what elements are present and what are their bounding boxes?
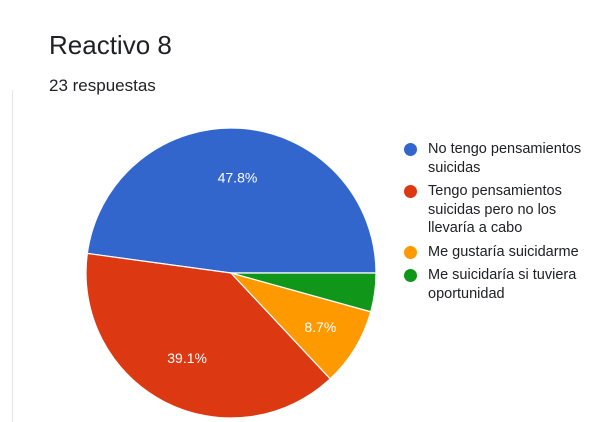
legend-label-3: Me gustaría suicidarme — [428, 243, 579, 260]
question-title: Reactivo 8 — [49, 30, 172, 60]
pie-slice-1[interactable] — [86, 127, 377, 274]
legend-swatch-1 — [404, 143, 417, 156]
legend-label-1: No tengo pensamientos suicidas — [428, 141, 582, 176]
slice-label-1: 47.8% — [218, 170, 258, 186]
slice-label-2: 39.1% — [167, 350, 207, 366]
pie-slice-2[interactable] — [85, 252, 332, 419]
legend-swatch-4 — [404, 269, 417, 282]
pie-slice-4[interactable] — [230, 272, 377, 313]
legend-label-2: Tengo pensamientos suicidas pero no los … — [428, 183, 562, 236]
legend-item-3[interactable]: Me gustaría suicidarme — [404, 243, 604, 262]
legend-item-2[interactable]: Tengo pensamientos suicidas pero no los … — [404, 182, 604, 238]
legend-swatch-2 — [404, 185, 417, 198]
left-divider — [12, 90, 13, 422]
chart-legend: No tengo pensamientos suicidas Tengo pens… — [404, 140, 604, 308]
response-count: 23 respuestas — [49, 76, 156, 95]
legend-label-4: Me suicidaría si tuviera oportunidad — [428, 267, 577, 302]
legend-item-4[interactable]: Me suicidaría si tuviera oportunidad — [404, 266, 604, 303]
legend-swatch-3 — [404, 245, 417, 259]
legend-item-1[interactable]: No tengo pensamientos suicidas — [404, 140, 604, 177]
slice-label-3: 8.7% — [304, 319, 336, 335]
